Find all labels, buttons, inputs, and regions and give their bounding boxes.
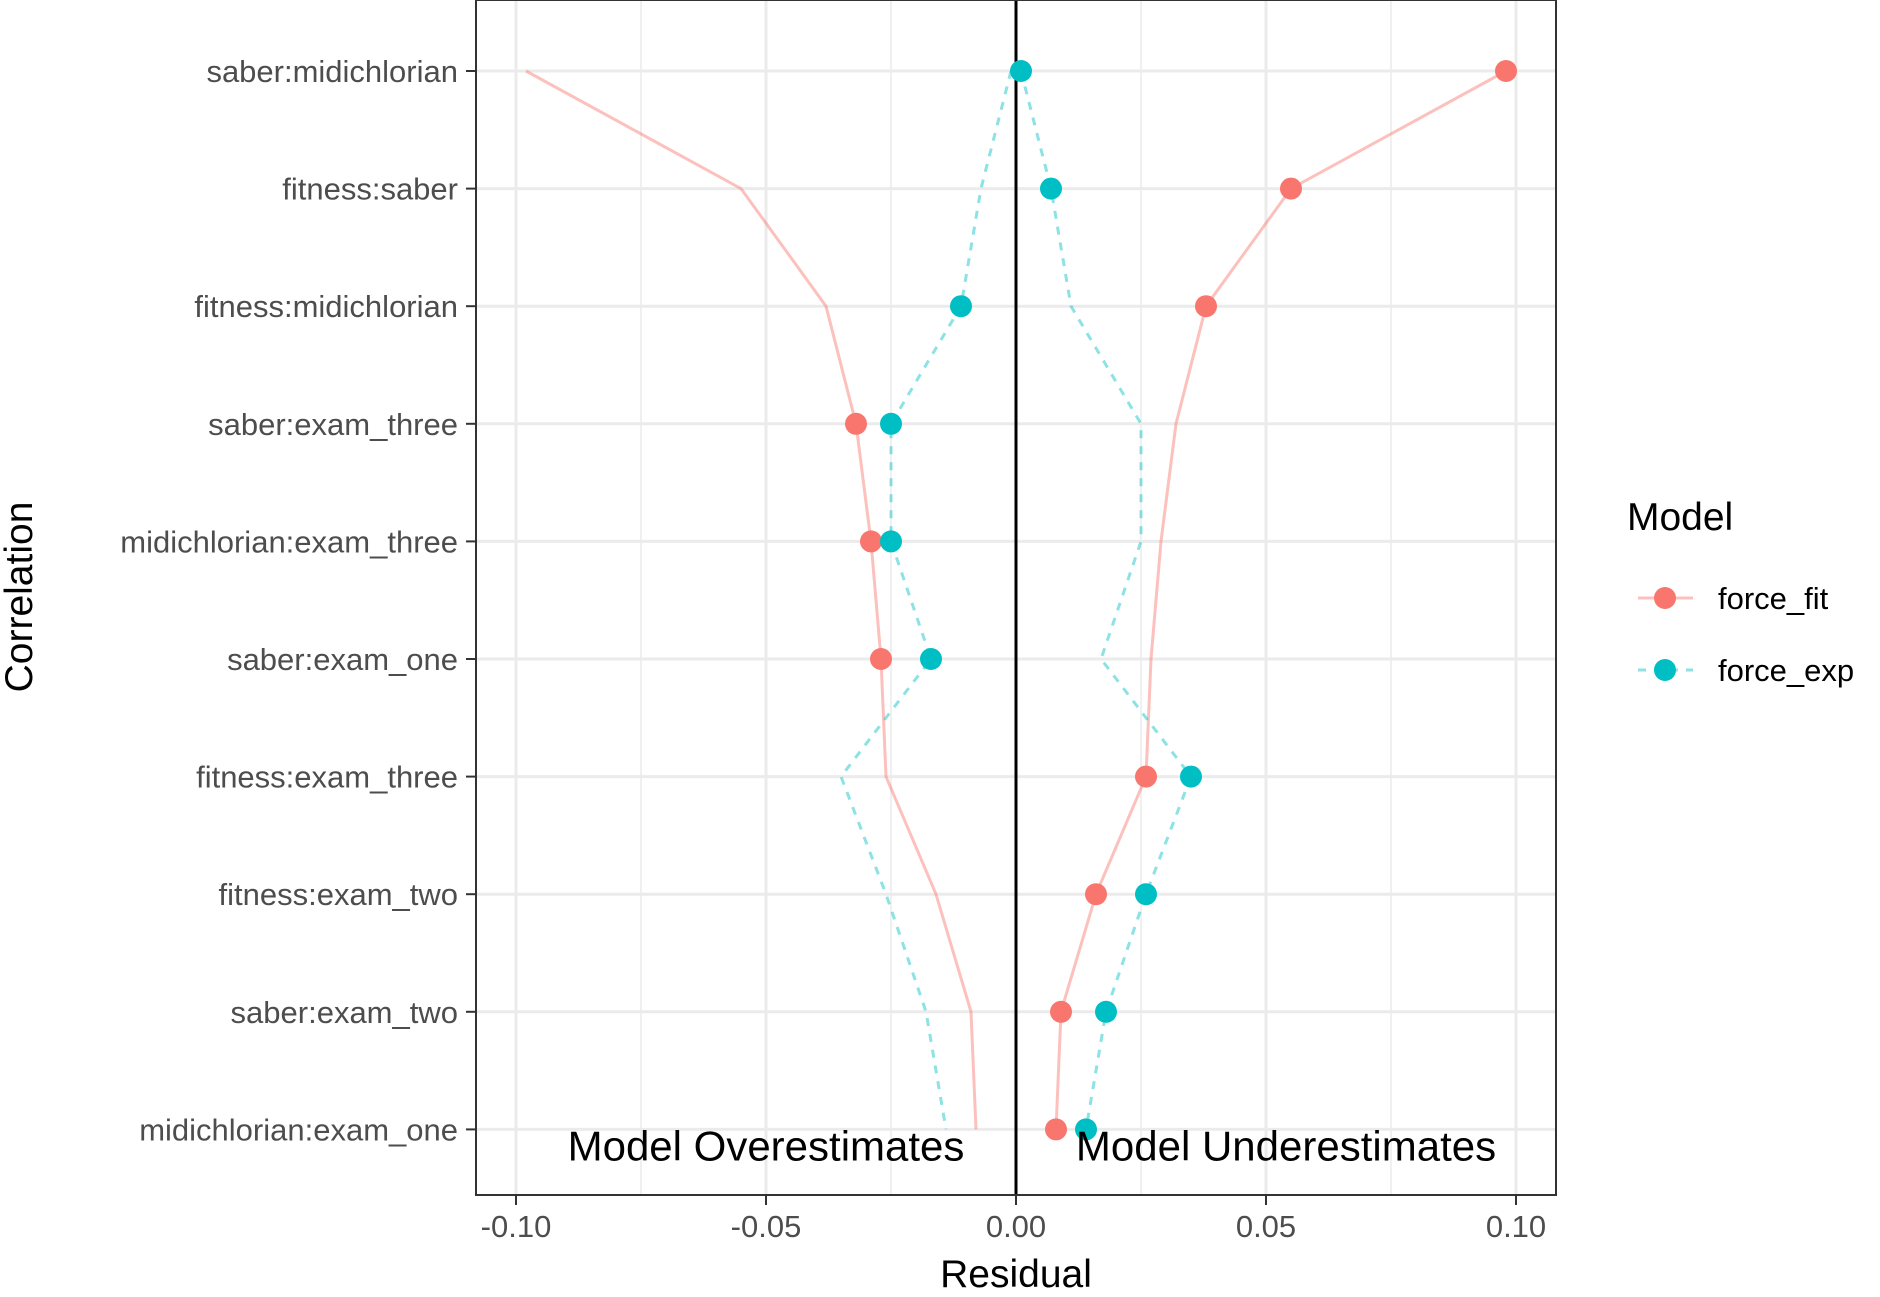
legend-label-force_fit: force_fit bbox=[1718, 581, 1829, 616]
y-tick-label: fitness:exam_two bbox=[219, 877, 459, 912]
series-line-force_fit bbox=[1054, 69, 1507, 1130]
x-tick-label: 0.10 bbox=[1486, 1209, 1546, 1244]
y-tick-label: saber:exam_one bbox=[227, 642, 458, 677]
point-force_exp bbox=[1135, 883, 1157, 906]
y-tick-label: saber:exam_two bbox=[231, 995, 458, 1030]
point-force_fit bbox=[1495, 60, 1517, 82]
x-tick-label: 0.00 bbox=[986, 1209, 1046, 1244]
point-force_exp bbox=[880, 530, 902, 553]
point-force_fit bbox=[1050, 1000, 1072, 1023]
point-force_fit bbox=[1135, 765, 1157, 788]
point-force_exp bbox=[1040, 177, 1062, 200]
series-line-force_exp bbox=[1019, 70, 1193, 1130]
legend-title: Model bbox=[1627, 496, 1733, 539]
y-tick-label: fitness:saber bbox=[282, 172, 458, 207]
legend-key-point-force_fit bbox=[1654, 587, 1676, 609]
x-tick-label: -0.05 bbox=[731, 1209, 802, 1244]
y-tick-label: midichlorian:exam_one bbox=[139, 1112, 458, 1147]
point-force_fit bbox=[845, 412, 867, 435]
point-force_exp bbox=[1180, 765, 1202, 788]
y-tick-label: saber:midichlorian bbox=[206, 54, 458, 89]
point-force_exp bbox=[1010, 60, 1032, 82]
point-force_exp bbox=[950, 295, 972, 318]
point-force_fit bbox=[1045, 1118, 1067, 1141]
x-axis: -0.10 -0.05 0.00 0.05 0.10 bbox=[481, 1195, 1546, 1244]
y-tick-label: saber:exam_three bbox=[208, 407, 458, 442]
point-force_exp bbox=[1095, 1000, 1117, 1023]
y-axis-title: Correlation bbox=[0, 502, 41, 693]
x-tick-label: 0.05 bbox=[1236, 1209, 1296, 1244]
y-tick-label: fitness:exam_three bbox=[196, 760, 458, 795]
x-tick-label: -0.10 bbox=[481, 1209, 552, 1244]
point-force_exp bbox=[920, 648, 942, 670]
legend-key-point-force_exp bbox=[1654, 659, 1676, 681]
x-axis-title: Residual bbox=[940, 1253, 1092, 1296]
grid-minor bbox=[640, 0, 1392, 1195]
point-force_fit bbox=[860, 530, 882, 553]
series-line-force_exp bbox=[839, 70, 1013, 1130]
series-lines bbox=[525, 69, 1507, 1130]
point-force_exp bbox=[880, 412, 902, 435]
point-force_exp bbox=[1075, 1118, 1097, 1141]
legend-label-force_exp: force_exp bbox=[1718, 653, 1854, 688]
y-axis: saber:midichlorian fitness:saber fitness:m… bbox=[120, 54, 476, 1147]
series-points bbox=[845, 60, 1517, 1141]
y-tick-label: fitness:midichlorian bbox=[194, 289, 458, 324]
y-tick-label: midichlorian:exam_three bbox=[120, 524, 458, 559]
point-force_fit bbox=[1195, 295, 1217, 318]
annotation-underestimates: Model Underestimates bbox=[1076, 1122, 1496, 1169]
point-force_fit bbox=[1280, 177, 1302, 200]
annotation-overestimates: Model Overestimates bbox=[568, 1122, 965, 1169]
point-force_fit bbox=[870, 648, 892, 670]
series-line-force_fit bbox=[525, 69, 978, 1130]
legend: Model force_fit force_exp bbox=[1627, 496, 1854, 688]
point-force_fit bbox=[1085, 883, 1107, 906]
